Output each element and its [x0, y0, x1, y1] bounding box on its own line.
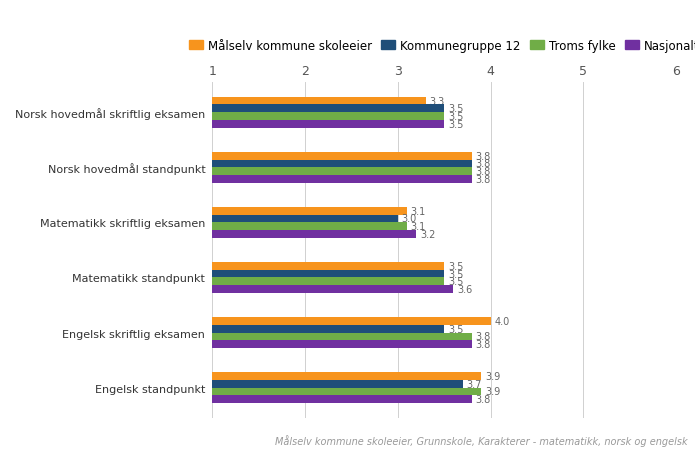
Text: 3.1: 3.1 [411, 206, 426, 216]
Bar [212, 270, 444, 278]
Bar [212, 333, 472, 341]
Text: 3.5: 3.5 [448, 104, 463, 114]
Bar [212, 223, 407, 230]
Text: 4.0: 4.0 [494, 316, 509, 326]
Text: 3.5: 3.5 [448, 261, 463, 271]
Bar [212, 105, 444, 113]
Text: 3.5: 3.5 [448, 269, 463, 279]
Text: 3.8: 3.8 [475, 175, 491, 184]
Bar [212, 207, 407, 215]
Text: 3.9: 3.9 [485, 371, 500, 381]
Bar [212, 168, 472, 175]
Bar [212, 278, 444, 285]
Bar [212, 325, 444, 333]
Bar [212, 175, 472, 183]
Text: 3.5: 3.5 [448, 324, 463, 334]
Bar [212, 380, 463, 388]
Text: Målselv kommune skoleeier, Grunnskole, Karakterer - matematikk, norsk og engelsk: Målselv kommune skoleeier, Grunnskole, K… [275, 435, 688, 446]
Bar [212, 318, 491, 325]
Text: 3.6: 3.6 [457, 285, 473, 295]
Text: 3.8: 3.8 [475, 331, 491, 341]
Bar [212, 215, 398, 223]
Text: 3.3: 3.3 [430, 97, 445, 106]
Text: 3.8: 3.8 [475, 339, 491, 350]
Bar [212, 285, 453, 293]
Bar [212, 388, 481, 396]
Bar [212, 262, 444, 270]
Text: 3.7: 3.7 [466, 379, 482, 389]
Text: 3.5: 3.5 [448, 276, 463, 287]
Bar [212, 120, 444, 128]
Bar [212, 160, 472, 168]
Bar [212, 97, 425, 105]
Text: 3.2: 3.2 [420, 230, 435, 239]
Bar [212, 396, 472, 403]
Text: 3.8: 3.8 [475, 159, 491, 169]
Text: 3.1: 3.1 [411, 222, 426, 232]
Bar [212, 152, 472, 160]
Bar [212, 341, 472, 348]
Text: 3.8: 3.8 [475, 152, 491, 161]
Text: 3.5: 3.5 [448, 112, 463, 122]
Bar [212, 113, 444, 120]
Text: 3.5: 3.5 [448, 120, 463, 129]
Legend: Målselv kommune skoleeier, Kommunegruppe 12, Troms fylke, Nasjonalt: Målselv kommune skoleeier, Kommunegruppe… [184, 35, 695, 57]
Text: 3.9: 3.9 [485, 387, 500, 396]
Text: 3.8: 3.8 [475, 167, 491, 177]
Text: 3.0: 3.0 [402, 214, 417, 224]
Bar [212, 373, 481, 380]
Text: 3.8: 3.8 [475, 394, 491, 404]
Bar [212, 230, 416, 238]
